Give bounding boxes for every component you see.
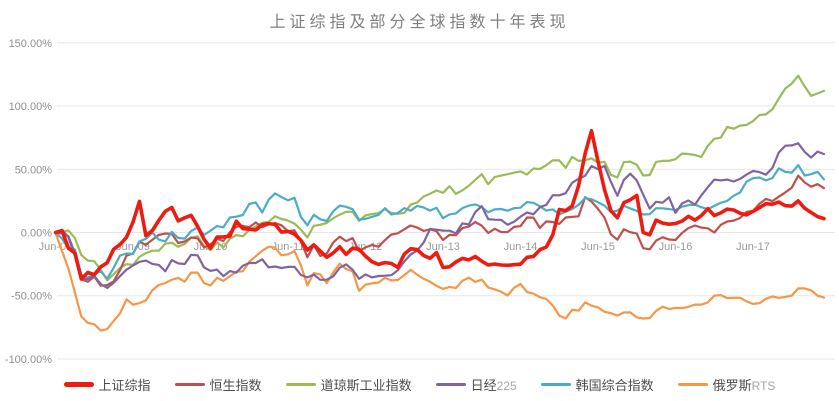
legend-label-rts: 俄罗斯RTS [712,378,776,393]
series-line-nikkei [54,142,826,290]
legend-item-hsi: 恒生指数 [174,375,262,394]
x-axis-label: Jun-16 [659,241,693,253]
chart-title: 上证综指及部分全球指数十年表现 [269,14,570,31]
legend-marker-djia [285,383,316,386]
x-axis-label: Jun-13 [426,241,460,253]
legend-item-nikkei: 日经225 [435,375,517,394]
y-axis-label: 0.00% [21,228,52,240]
x-axis-label: Jun-11 [272,241,305,253]
series-line-djia [54,74,826,282]
legend-marker-hsi [174,383,205,386]
y-axis-label: 150.00% [9,38,53,50]
legend-item-sse: 上证综指 [63,375,151,394]
x-axis-label: Jun-09 [116,241,150,253]
legend: 上证综指 恒生指数 道琼斯工业指数 日经225 韩国综合指数 俄罗斯RTS [0,375,839,394]
y-axis-label: 100.00% [9,101,53,113]
legend-label-kospi: 韩国综合指数 [575,378,654,393]
y-axis-label: 50.00% [15,164,53,176]
series-line-hsi [54,174,826,287]
legend-item-rts: 俄罗斯RTS [677,375,776,394]
x-axis-label: Jun-17 [736,241,770,253]
x-axis-label: Jun-15 [581,241,615,253]
legend-marker-sse [63,382,94,387]
legend-marker-rts [677,383,708,386]
series-line-rts [54,231,826,332]
legend-item-djia: 道琼斯工业指数 [285,375,412,394]
series-line-sse [53,128,826,281]
y-axis-label: -100.00% [5,354,52,366]
x-axis-label: Jun-08 [39,241,73,253]
legend-marker-kospi [540,383,571,386]
legend-marker-nikkei [435,383,466,386]
legend-item-kospi: 韩国综合指数 [540,375,654,394]
y-axis-label: -50.00% [11,291,52,303]
legend-label-hsi: 恒生指数 [209,378,262,393]
legend-label-djia: 道琼斯工业指数 [320,378,412,393]
legend-label-nikkei: 日经225 [470,378,517,393]
x-axis-label: Jun-14 [504,241,538,253]
legend-label-sse: 上证综指 [98,378,151,393]
